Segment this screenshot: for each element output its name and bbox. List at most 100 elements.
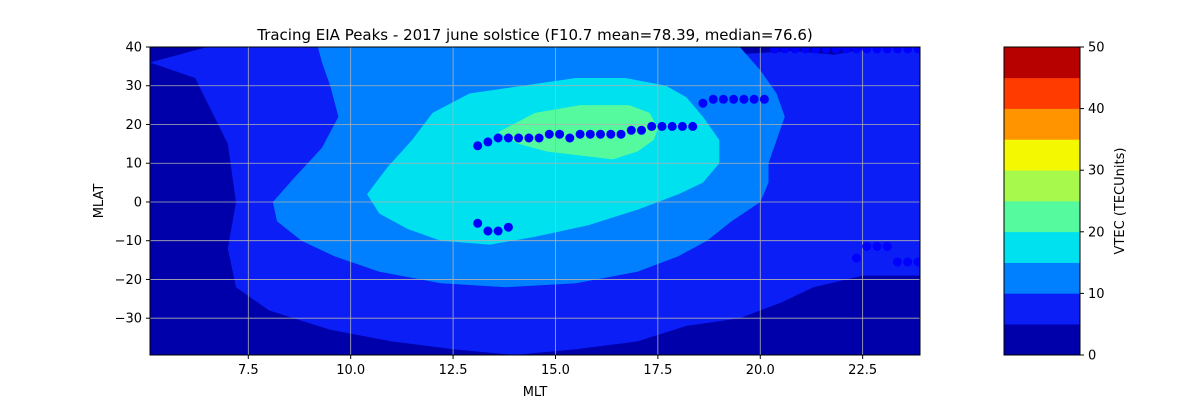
eia-peak-point (708, 94, 718, 104)
plot-frame (149, 46, 921, 356)
colorbar-band (1004, 201, 1080, 233)
eia-peak-point (483, 226, 493, 236)
eia-peak-point (893, 257, 902, 267)
eia-peak-point (637, 125, 646, 135)
eia-peak-point (780, 47, 790, 54)
colorbar-label: VTEC (TECUnits) (1113, 148, 1128, 255)
colorbar-band (1004, 231, 1080, 263)
eia-peak-point (872, 47, 882, 54)
x-tick-label: 7.5 (238, 363, 259, 378)
eia-peak-point (596, 129, 605, 139)
x-tick-label: 20.0 (746, 363, 775, 378)
eia-peak-point (534, 133, 544, 143)
eia-peak-point (514, 133, 524, 143)
eia-peak-point (903, 47, 913, 54)
colorbar-band (1004, 293, 1080, 325)
chart-title: Tracing EIA Peaks - 2017 june solstice (… (256, 26, 813, 44)
eia-peak-point (698, 98, 708, 108)
eia-peak-point (667, 121, 677, 131)
eia-peak-point (626, 125, 636, 135)
y-tick-label: 0 (134, 195, 142, 210)
eia-peak-point (493, 226, 503, 236)
y-tick-label: 20 (125, 118, 142, 133)
eia-peak-point (503, 133, 513, 143)
x-axis-label: MLT (523, 385, 548, 400)
eia-peak-point (913, 47, 920, 54)
x-axis: 7.5 10.0 12.5 15.0 17.5 20.0 22.5 (238, 355, 877, 378)
eia-peak-point (606, 129, 616, 139)
colorbar-band (1004, 47, 1080, 79)
eia-peak-point (821, 47, 831, 54)
colorbar-band (1004, 262, 1080, 294)
eia-peak-point (524, 133, 534, 143)
eia-peak-point (718, 94, 728, 104)
eia-peak-point (555, 129, 565, 139)
eia-peak-points (473, 47, 920, 267)
eia-peak-point (749, 94, 759, 104)
x-tick-label: 15.0 (541, 363, 570, 378)
eia-peak-point (800, 47, 810, 54)
x-tick-label: 17.5 (643, 363, 672, 378)
eia-peak-point (841, 47, 851, 54)
eia-peak-point (862, 47, 872, 54)
eia-peak-point (882, 47, 892, 54)
eia-peak-point (503, 222, 513, 232)
eia-peak-point (616, 129, 626, 139)
eia-peak-point (739, 94, 749, 104)
colorbar-band (1004, 77, 1080, 109)
eia-peak-point (831, 47, 841, 54)
eia-peak-point (790, 47, 800, 54)
y-tick-label: −20 (115, 273, 142, 288)
x-tick-label: 12.5 (439, 363, 468, 378)
eia-peak-point (657, 121, 667, 131)
colorbar-band (1004, 324, 1080, 356)
y-tick-label: 40 (125, 41, 142, 56)
colorbar-tick-label: 20 (1088, 225, 1105, 240)
grid-layer (150, 47, 920, 355)
eia-peak-point (585, 129, 595, 139)
colorbar-frame (1003, 46, 1081, 356)
eia-peak-point (903, 257, 913, 267)
eia-peak-point (862, 242, 872, 251)
colorbar: 0 10 20 30 40 50 (1003, 41, 1105, 364)
y-axis-label: MLAT (92, 184, 107, 219)
y-axis: 40 30 20 10 0 −10 −20 −30 (115, 41, 150, 327)
eia-peak-point (483, 137, 493, 147)
colorbar-band (1004, 108, 1080, 140)
colorbar-tick-label: 10 (1088, 287, 1105, 302)
colorbar-tick-label: 0 (1088, 349, 1096, 364)
eia-peak-point (729, 94, 739, 104)
x-tick-label: 22.5 (848, 363, 877, 378)
contour-layer (150, 47, 920, 355)
eia-peak-point (677, 121, 687, 131)
contour-plot (150, 47, 920, 355)
y-tick-label: −10 (115, 234, 142, 249)
eia-peak-point (688, 121, 698, 131)
eia-peak-point (565, 133, 575, 143)
x-tick-label: 10.0 (336, 363, 365, 378)
colorbar-band (1004, 170, 1080, 202)
colorbar-tick-label: 30 (1088, 164, 1105, 179)
eia-peak-point (493, 133, 503, 143)
y-tick-label: 10 (125, 157, 142, 172)
y-tick-label: 30 (125, 79, 142, 94)
eia-peak-point (473, 218, 483, 228)
eia-peak-point (473, 141, 483, 151)
eia-peak-point (893, 47, 902, 54)
eia-peak-point (852, 253, 861, 263)
eia-peak-point (544, 129, 554, 139)
colorbar-tick-label: 50 (1088, 41, 1105, 56)
eia-peak-point (811, 47, 821, 54)
eia-peak-point (759, 94, 769, 104)
eia-peak-point (872, 242, 882, 251)
colorbar-tick-label: 40 (1088, 102, 1105, 117)
colorbar-band (1004, 139, 1080, 171)
eia-peak-point (575, 129, 585, 139)
y-tick-label: −30 (115, 312, 142, 327)
eia-peak-point (852, 47, 861, 54)
eia-peak-point (770, 47, 780, 54)
eia-peak-point (882, 242, 892, 251)
eia-peak-point (913, 257, 920, 267)
eia-peak-point (647, 121, 657, 131)
